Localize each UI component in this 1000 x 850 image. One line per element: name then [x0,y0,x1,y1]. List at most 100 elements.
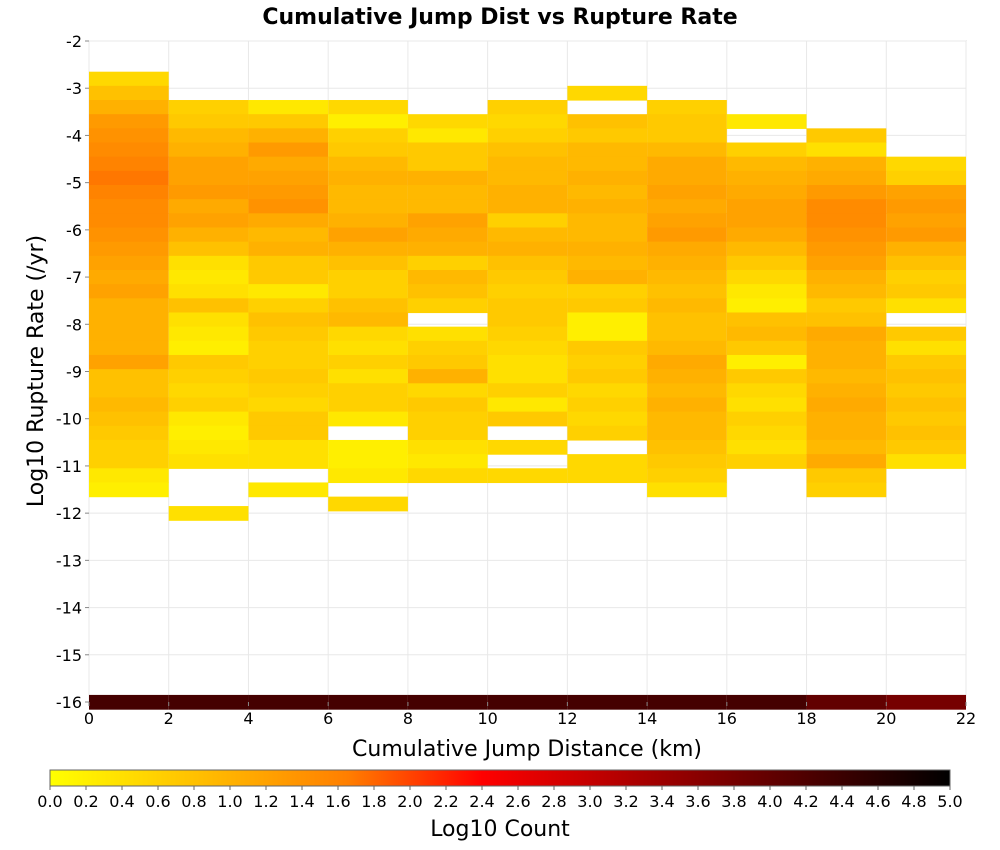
heatmap-cell [168,241,249,257]
heatmap-cell [407,425,488,441]
heatmap-cell [328,454,408,469]
x-tick-label: 12 [557,709,577,728]
heatmap-cell [168,298,249,314]
heatmap-cell [806,312,887,328]
heatmap-cell [168,100,249,115]
heatmap-cell [647,269,727,285]
colorbar-tick-label: 0.8 [181,792,206,811]
heatmap-cell [168,114,249,129]
heatmap-cell [647,383,727,399]
heatmap-cell [726,199,807,214]
heatmap-cell [168,354,249,370]
heatmap-cell [328,185,408,200]
colorbar-tick-label: 3.0 [577,792,602,811]
heatmap-cell [647,354,727,370]
heatmap-cell [89,340,169,356]
heatmap-cell [647,255,727,271]
heatmap-cell [248,284,329,299]
heatmap-cell [89,100,169,115]
heatmap-cell [726,114,807,129]
heatmap-cell [567,397,648,413]
heatmap-cell [89,383,169,399]
heatmap-cell [567,354,648,370]
heatmap-cell [407,468,488,484]
heatmap-cell [407,269,488,285]
heatmap-cell [248,100,329,115]
heatmap-cell [726,454,807,469]
heatmap-cell [806,213,887,229]
heatmap-cell [407,397,488,413]
heatmap-cell [647,170,727,186]
heatmap-cell [168,199,249,214]
heatmap-cell [328,284,408,299]
heatmap-cell [726,185,807,200]
heatmap-cell [726,383,807,399]
heatmap-cell [886,199,966,214]
heatmap-cell [487,694,568,710]
heatmap-cell [487,142,568,158]
heatmap-cell [89,354,169,370]
heatmap-cell [806,156,887,172]
heatmap-cell [886,241,966,257]
heatmap-cell [487,354,568,370]
heatmap-cell [89,397,169,413]
y-tick-label: -9 [66,363,82,382]
y-axis-label: Log10 Rupture Rate (/yr) [24,235,49,507]
x-axis-label: Cumulative Jump Distance (km) [352,737,702,762]
heatmap-cell [567,213,648,229]
heatmap-cell [726,213,807,229]
colorbar-tick-label: 3.6 [685,792,710,811]
colorbar-tick-label: 1.4 [289,792,314,811]
heatmap-cell [487,340,568,356]
heatmap-cell [567,170,648,186]
heatmap-cell [168,454,249,469]
heatmap-cell [328,241,408,257]
heatmap-cell [806,397,887,413]
y-tick-label: -10 [56,410,82,429]
heatmap-cell [407,227,488,243]
heatmap-cell [248,255,329,271]
heatmap-cell [168,340,249,356]
heatmap-cell [407,156,488,172]
heatmap-cell [886,354,966,370]
heatmap-cell [89,156,169,172]
heatmap-cell [647,114,727,129]
heatmap-cell [567,114,648,129]
heatmap-cell [806,199,887,214]
heatmap-cell [248,694,329,710]
heatmap-cell [647,482,727,498]
heatmap-cell [168,213,249,229]
heatmap-cell [886,454,966,469]
heatmap-cell [89,425,169,441]
heatmap-cell [806,170,887,186]
heatmap-cell [886,170,966,186]
colorbar-tick-label: 1.2 [253,792,278,811]
heatmap-cell [328,439,408,455]
heatmap-cell [806,284,887,299]
x-tick-label: 16 [717,709,737,728]
chart-title: Cumulative Jump Dist vs Rupture Rate [262,5,737,30]
heatmap-cell [248,298,329,314]
heatmap-cell [407,369,488,384]
heatmap-cell [886,185,966,200]
y-tick-label: -16 [56,693,82,712]
colorbar-tick-label: 3.2 [613,792,638,811]
heatmap-cell [89,227,169,243]
heatmap-cell [726,142,807,158]
heatmap-cell [328,369,408,384]
heatmap-cell [407,255,488,271]
heatmap-cell [407,185,488,200]
colorbar-label: Log10 Count [430,817,570,842]
heatmap-cell [89,185,169,200]
heatmap-cell [328,269,408,285]
heatmap-cell [328,170,408,186]
heatmap-cell [726,340,807,356]
heatmap-cell [89,439,169,455]
heatmap-cell [328,227,408,243]
heatmap-cell [487,170,568,186]
heatmap-cell [647,425,727,441]
heatmap-cell [806,227,887,243]
heatmap-cell [89,326,169,342]
heatmap-cell [806,454,887,469]
